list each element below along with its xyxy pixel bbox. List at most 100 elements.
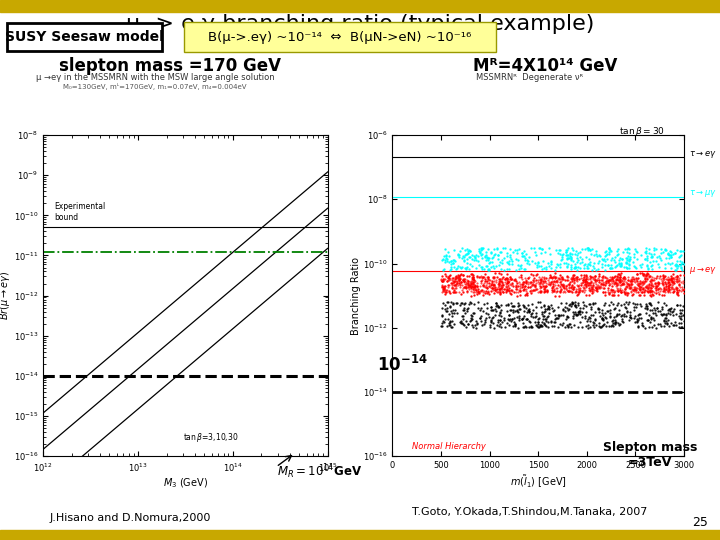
Point — [609, 252, 621, 261]
Point — [570, 310, 582, 319]
Point — [590, 284, 601, 292]
Point — [508, 248, 519, 256]
Point — [606, 316, 618, 325]
Point — [562, 254, 573, 262]
Point — [647, 291, 659, 300]
Point — [441, 276, 453, 285]
Point — [467, 274, 479, 283]
Point — [661, 279, 672, 288]
Point — [447, 288, 459, 296]
Point — [567, 274, 579, 282]
Point — [470, 323, 482, 332]
Point — [464, 282, 476, 291]
Point — [672, 286, 683, 294]
Point — [657, 276, 668, 285]
Point — [641, 302, 652, 311]
Point — [606, 285, 617, 293]
X-axis label: $M_3$ (GeV): $M_3$ (GeV) — [163, 476, 208, 490]
Point — [565, 253, 577, 261]
Point — [618, 275, 630, 284]
Point — [531, 261, 543, 269]
Point — [437, 266, 449, 274]
Point — [609, 303, 621, 312]
Point — [557, 305, 569, 314]
Point — [647, 306, 658, 315]
Point — [569, 288, 580, 297]
Point — [532, 315, 544, 324]
Point — [503, 260, 515, 268]
Point — [536, 273, 548, 281]
Point — [584, 316, 595, 325]
Point — [517, 323, 528, 332]
Point — [567, 300, 578, 308]
Point — [561, 273, 572, 281]
Point — [667, 285, 678, 293]
Point — [510, 287, 522, 296]
Point — [467, 314, 478, 323]
Point — [451, 273, 462, 282]
Point — [615, 288, 626, 296]
Point — [487, 284, 499, 292]
Point — [660, 283, 671, 292]
Point — [644, 318, 656, 326]
Point — [505, 275, 517, 284]
Point — [593, 272, 605, 280]
Point — [631, 274, 642, 282]
Point — [472, 285, 484, 293]
Point — [494, 269, 505, 278]
Point — [498, 253, 510, 262]
Point — [625, 314, 636, 322]
Point — [608, 273, 619, 282]
Point — [548, 318, 559, 326]
Point — [541, 282, 552, 291]
Point — [604, 313, 616, 322]
Point — [618, 287, 630, 296]
Point — [616, 280, 628, 288]
Point — [644, 258, 656, 266]
Point — [561, 246, 572, 255]
Point — [641, 302, 652, 310]
Point — [644, 286, 655, 294]
Point — [464, 253, 475, 262]
Point — [603, 301, 615, 310]
Point — [560, 285, 572, 293]
Point — [639, 282, 651, 291]
Point — [566, 298, 577, 307]
Point — [477, 280, 489, 289]
Point — [596, 322, 608, 330]
Point — [488, 284, 500, 293]
Point — [542, 303, 554, 312]
Point — [666, 248, 678, 256]
Point — [493, 280, 505, 288]
Point — [546, 288, 557, 296]
Point — [538, 277, 549, 286]
Point — [553, 273, 564, 282]
Point — [495, 277, 506, 286]
Point — [482, 254, 493, 262]
Point — [471, 319, 482, 328]
Point — [653, 284, 665, 292]
Point — [639, 255, 651, 264]
Text: T.Goto, Y.Okada,T.Shindou,M.Tanaka, 2007: T.Goto, Y.Okada,T.Shindou,M.Tanaka, 2007 — [413, 507, 648, 517]
Point — [673, 319, 685, 327]
Point — [608, 319, 619, 327]
Point — [468, 309, 480, 318]
Point — [462, 320, 474, 328]
Point — [487, 306, 498, 314]
Point — [592, 281, 603, 290]
Point — [598, 301, 610, 310]
Point — [536, 244, 548, 253]
Point — [485, 315, 496, 324]
Point — [448, 276, 459, 285]
Point — [481, 261, 492, 270]
Point — [465, 314, 477, 322]
Point — [451, 277, 463, 286]
Point — [654, 253, 666, 262]
Point — [621, 253, 632, 262]
Point — [444, 318, 455, 326]
Point — [506, 260, 518, 268]
Point — [560, 284, 572, 293]
Point — [495, 289, 506, 298]
Point — [580, 276, 591, 285]
Point — [494, 247, 505, 256]
